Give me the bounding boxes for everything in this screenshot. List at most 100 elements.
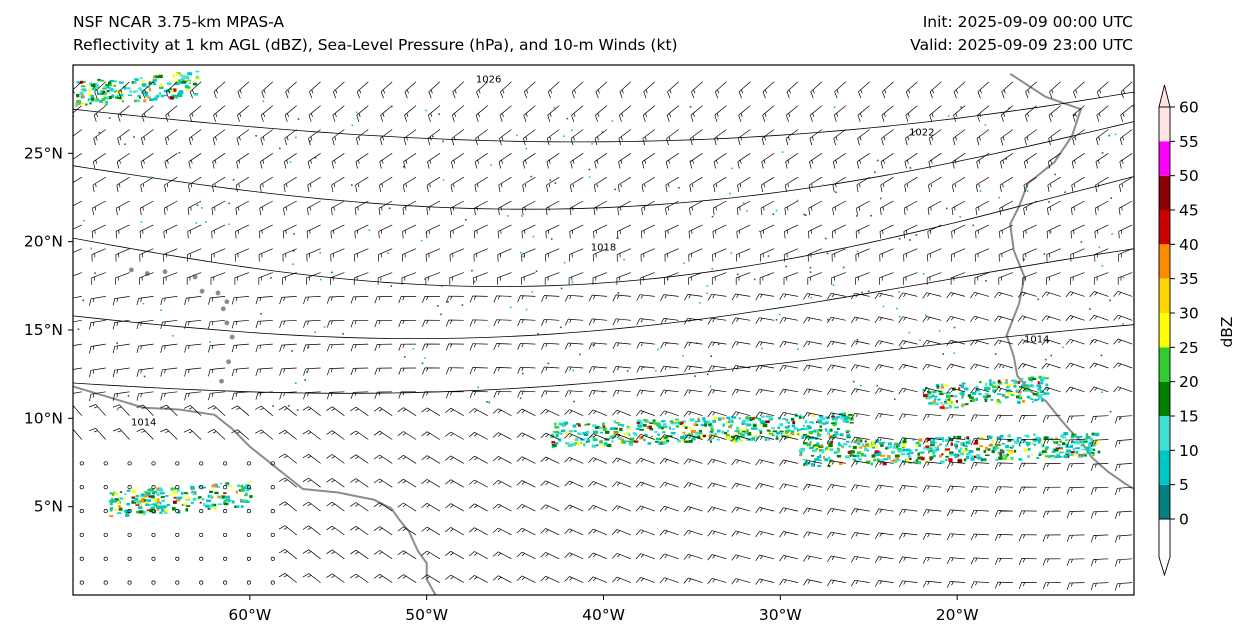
reflectivity-cell: [708, 435, 712, 438]
y-tick-label: 25°N: [24, 144, 63, 162]
reflectivity-cell: [145, 503, 150, 506]
x-tick-label: 20°W: [936, 606, 979, 624]
reflectivity-cell: [103, 96, 107, 100]
reflectivity-cell: [154, 95, 158, 99]
isobar-label: 1026: [476, 75, 501, 86]
reflectivity-cell: [662, 441, 668, 445]
reflectivity-cell: [240, 484, 244, 488]
reflectivity-cell: [929, 447, 933, 450]
reflectivity-cell: [1031, 384, 1035, 388]
reflectivity-cell: [961, 404, 966, 406]
reflectivity-cell: [525, 308, 528, 311]
calm-wind-marker: [246, 461, 251, 466]
reflectivity-cell: [942, 353, 944, 355]
reflectivity-cell: [785, 265, 787, 268]
reflectivity-cell: [938, 330, 941, 332]
reflectivity-cell: [87, 98, 90, 102]
reflectivity-cell: [734, 430, 737, 432]
reflectivity-cell: [944, 439, 950, 442]
reflectivity-cell: [946, 394, 951, 398]
reflectivity-cell: [919, 451, 925, 454]
reflectivity-cell: [810, 455, 815, 457]
reflectivity-cell: [803, 213, 805, 216]
reflectivity-cell: [812, 421, 815, 425]
reflectivity-cell: [1122, 276, 1125, 279]
reflectivity-cell: [1043, 253, 1046, 255]
reflectivity-cell: [614, 188, 616, 191]
reflectivity-cell: [834, 431, 839, 434]
reflectivity-cell: [585, 437, 590, 440]
reflectivity-cell: [1053, 441, 1057, 444]
reflectivity-cell: [108, 500, 112, 503]
reflectivity-cell: [161, 499, 165, 503]
reflectivity-cell: [177, 93, 183, 98]
calm-wind-marker: [223, 461, 228, 466]
reflectivity-cell: [950, 453, 954, 456]
calm-wind-marker: [270, 509, 275, 514]
reflectivity-cell: [194, 77, 200, 80]
reflectivity-cell: [626, 370, 629, 372]
reflectivity-cell: [952, 395, 958, 398]
reflectivity-cell: [652, 419, 656, 422]
reflectivity-cell: [894, 442, 899, 446]
calm-wind-marker: [79, 532, 84, 537]
reflectivity-cell: [1091, 340, 1093, 342]
reflectivity-cell: [976, 447, 980, 451]
reflectivity-cell: [792, 421, 796, 425]
reflectivity-cell: [129, 90, 132, 93]
reflectivity-cell: [1082, 442, 1085, 446]
reflectivity-cell: [1018, 458, 1022, 460]
reflectivity-cell: [139, 495, 145, 498]
reflectivity-cell: [892, 447, 897, 449]
reflectivity-cell: [594, 444, 599, 447]
reflectivity-cell: [881, 458, 887, 461]
reflectivity-cell: [768, 415, 773, 419]
reflectivity-cell: [100, 90, 105, 94]
reflectivity-cell: [109, 80, 115, 83]
reflectivity-cell: [955, 440, 960, 443]
reflectivity-cell: [747, 432, 752, 436]
reflectivity-cell: [153, 499, 158, 502]
reflectivity-cell: [156, 493, 160, 497]
reflectivity-cell: [95, 84, 100, 88]
reflectivity-cell: [1122, 323, 1124, 325]
colorbar-segment: [1159, 278, 1170, 313]
colorbar-tick-label: 20: [1179, 373, 1199, 391]
y-tick-label: 20°N: [24, 233, 63, 251]
reflectivity-cell: [996, 447, 1000, 450]
reflectivity-cell: [180, 491, 184, 495]
colorbar-segment: [1159, 175, 1170, 210]
reflectivity-cell: [1030, 398, 1034, 400]
reflectivity-cell: [879, 197, 882, 200]
reflectivity-cell: [119, 491, 123, 494]
reflectivity-cell: [139, 77, 143, 80]
reflectivity-cell: [123, 86, 127, 89]
calm-wind-marker: [151, 532, 156, 537]
reflectivity-cell: [978, 393, 982, 395]
reflectivity-cell: [319, 252, 321, 254]
reflectivity-cell: [964, 437, 967, 440]
reflectivity-cell: [830, 422, 835, 425]
calm-wind-marker: [246, 580, 251, 585]
reflectivity-cell: [830, 440, 834, 444]
reflectivity-cell: [730, 252, 733, 254]
reflectivity-cell: [82, 299, 85, 302]
reflectivity-cell: [155, 501, 158, 505]
reflectivity-cell: [156, 507, 160, 511]
reflectivity-cell: [942, 404, 945, 408]
reflectivity-cell: [682, 431, 686, 434]
reflectivity-cell: [932, 451, 935, 455]
reflectivity-cell: [1027, 389, 1030, 393]
reflectivity-cell: [817, 465, 822, 467]
reflectivity-cell: [1018, 444, 1022, 447]
reflectivity-cell: [709, 440, 713, 443]
reflectivity-cell: [174, 82, 180, 86]
reflectivity-cell: [857, 458, 862, 461]
reflectivity-cell: [1031, 453, 1034, 456]
isobar-label: 1022: [909, 128, 934, 139]
reflectivity-cell: [948, 458, 953, 463]
reflectivity-cell: [605, 430, 610, 434]
reflectivity-cell: [681, 436, 684, 440]
reflectivity-cell: [120, 96, 123, 99]
reflectivity-cell: [996, 401, 999, 405]
